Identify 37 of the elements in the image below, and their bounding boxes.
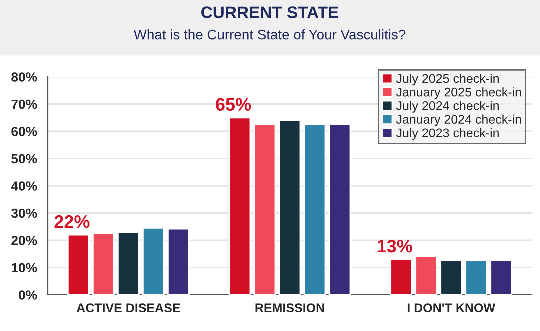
legend-label: January 2025 check-in [396,88,522,100]
bar [328,124,352,295]
y-tick-label: 40% [11,182,38,191]
x-tick-label: REMISSION [256,304,324,313]
y-tick-label: 70% [12,100,38,110]
chart-subtitle: What is the Current State of Your Vasculitis? [134,30,406,40]
bar [117,232,140,295]
bar [67,234,90,295]
y-tick-label: 30% [11,208,38,218]
y-tick-label: 0% [19,290,38,300]
bar [304,124,326,295]
bar [228,117,252,295]
legend-label: January 2024 check-in [396,114,522,126]
bar [415,256,438,295]
legend-label: July 2023 check-in [396,128,499,140]
y-tick-label: 20% [12,236,38,246]
chart-title: CURRENT STATE [202,6,338,18]
data-label: 65% [216,98,252,112]
y-tick-label: 80% [12,72,38,82]
x-tick-label: ACTIVE DISEASE [76,304,180,313]
y-tick-label: 10% [12,263,38,273]
bar [92,232,115,295]
data-label: 13% [378,240,412,253]
bar [390,258,412,295]
bar [278,120,302,295]
bar [490,260,513,295]
y-tick-label: 50% [12,154,38,164]
bar [254,124,276,295]
bar [142,228,165,295]
data-label: 22% [54,215,90,228]
legend-label: July 2024 check-in [396,101,499,113]
bar [168,228,190,295]
bar [440,260,463,295]
bar [465,260,488,295]
legend-label: July 2025 check-in [396,74,499,86]
x-tick-label: I DON'T KNOW [408,304,496,313]
y-tick-label: 60% [12,127,38,136]
